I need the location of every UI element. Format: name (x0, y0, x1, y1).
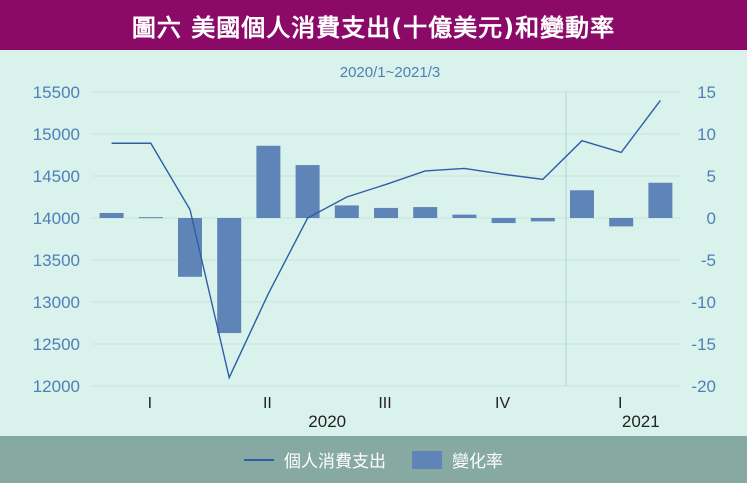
left-tick-label: 12000 (33, 377, 80, 396)
quarter-label: II (263, 395, 272, 412)
left-tick-label: 15500 (33, 83, 80, 102)
quarter-label: I (618, 395, 622, 412)
line-path (111, 99, 661, 380)
right-tick-label: -10 (691, 293, 716, 312)
quarter-label: I (148, 395, 152, 412)
bar-series (99, 145, 673, 334)
left-tick-label: 15000 (33, 125, 80, 144)
right-tick-label: 5 (707, 167, 716, 186)
right-tick-label: -20 (691, 377, 716, 396)
legend: 個人消費支出 變化率 (0, 436, 747, 483)
right-tick-label: 0 (707, 209, 716, 228)
legend-line-swatch (244, 458, 274, 461)
bar (217, 218, 242, 334)
year-label: 2021 (622, 412, 660, 431)
quarter-label: IV (495, 395, 510, 412)
quarter-labels: I II III IV I (148, 395, 623, 412)
chart-title: 圖六 美國個人消費支出(十億美元)和變動率 (131, 13, 616, 42)
bar (178, 218, 202, 277)
left-tick-label: 12500 (33, 335, 80, 354)
quarter-label: III (378, 395, 391, 412)
plot-area: 2020/1~2021/3 15500 15000 14500 14000 13500 1… (0, 50, 747, 436)
bar (256, 145, 281, 218)
right-tick-label: 15 (697, 83, 716, 102)
bar (413, 207, 438, 218)
year-labels: 2020 2021 (308, 412, 659, 431)
left-tick-label: 13000 (33, 293, 80, 312)
bar (374, 207, 398, 218)
bar (609, 218, 634, 227)
bar (334, 205, 359, 218)
bar (530, 218, 555, 222)
bar (138, 217, 163, 219)
bar (295, 165, 320, 218)
line-series (111, 99, 661, 380)
chart-header: 圖六 美國個人消費支出(十億美元)和變動率 (0, 0, 747, 50)
legend-item-line: 個人消費支出 (244, 447, 386, 472)
year-label: 2020 (308, 412, 346, 431)
bar (491, 218, 516, 224)
bar (99, 212, 124, 218)
left-tick-label: 13500 (33, 251, 80, 270)
chart-svg: 2020/1~2021/3 15500150001450014000135001… (33, 64, 716, 431)
legend-line-label: 個人消費支出 (284, 452, 386, 472)
bar (570, 190, 594, 218)
chart-subtitle: 2020/1~2021/3 (340, 64, 441, 81)
legend-bar-swatch (412, 450, 442, 469)
legend-bar-label: 變化率 (452, 452, 503, 472)
right-tick-label: 10 (697, 125, 716, 144)
left-tick-label: 14000 (33, 209, 80, 228)
right-tick-label: -5 (701, 251, 716, 270)
left-tick-label: 14500 (33, 167, 80, 186)
bar (452, 214, 477, 218)
right-tick-label: -15 (691, 335, 716, 354)
bar (648, 182, 673, 218)
left-axis: 15500 15000 14500 14000 13500 13000 12500 12000 (33, 83, 80, 396)
legend-item-bar: 變化率 (412, 447, 503, 472)
right-axis: 15 10 5 0 -5 -10 -15 -20 (691, 83, 716, 396)
